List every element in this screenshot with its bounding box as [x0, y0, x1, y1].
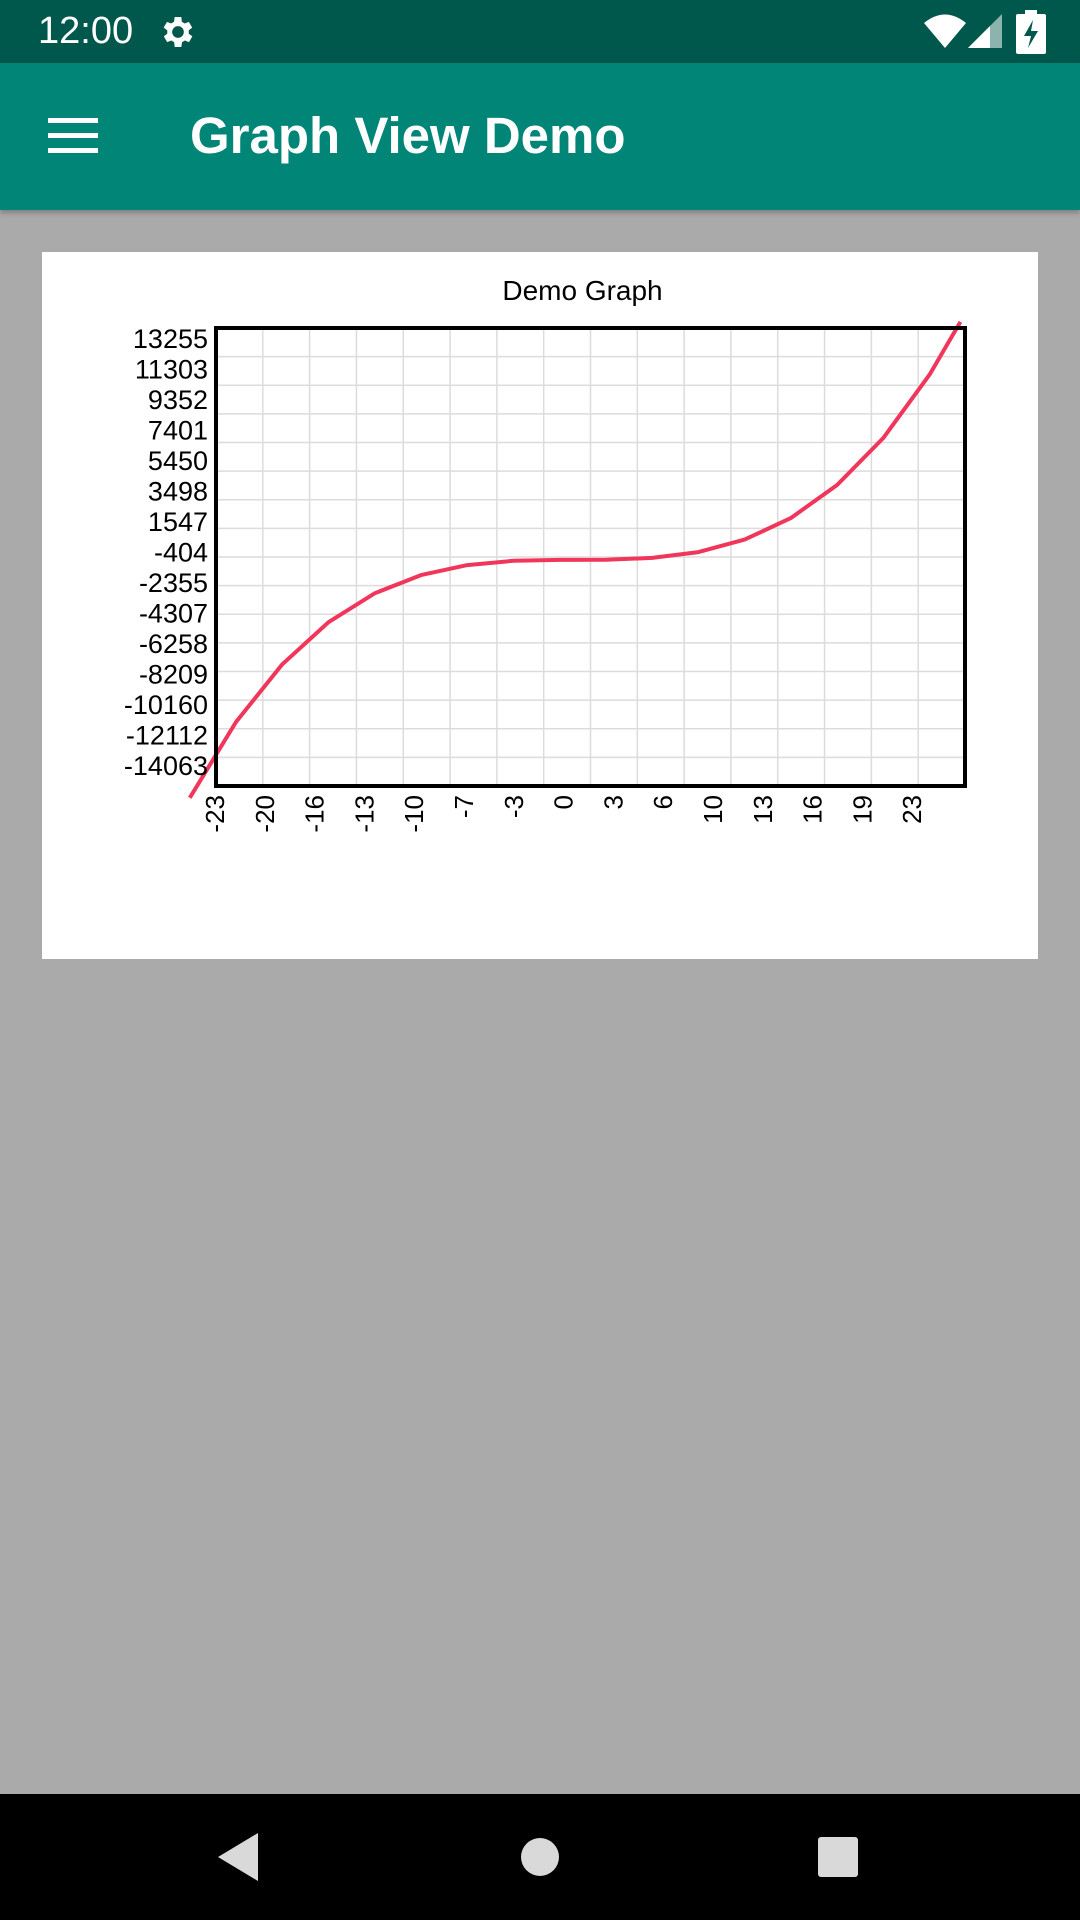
y-tick-label: -12112 [126, 721, 208, 751]
navigation-bar [0, 1794, 1080, 1920]
home-circle-icon[interactable] [510, 1827, 570, 1887]
recents-square-icon[interactable] [808, 1827, 868, 1887]
status-time: 12:00 [38, 10, 134, 52]
x-tick-label: 0 [549, 795, 579, 809]
cell-signal-icon [968, 14, 1002, 48]
y-tick-label: -6258 [139, 629, 208, 659]
back-triangle-icon[interactable] [210, 1827, 270, 1887]
battery-charging-icon [1016, 10, 1046, 54]
x-tick-label: -23 [200, 795, 230, 833]
y-tick-label: 3498 [148, 477, 208, 507]
y-tick-label: 13255 [133, 324, 208, 354]
x-tick-label: -13 [349, 795, 379, 833]
hamburger-menu-icon [48, 118, 98, 153]
y-tick-label: -2355 [139, 568, 208, 598]
status-bar: 12:00 [0, 0, 1080, 63]
grid [216, 328, 965, 786]
series-line [188, 320, 963, 799]
y-tick-label: -8209 [139, 660, 208, 690]
y-tick-label: -404 [154, 538, 208, 568]
app-bar: Graph View Demo [0, 63, 1080, 210]
y-tick-label: 5450 [148, 446, 208, 476]
app-title: Graph View Demo [190, 107, 626, 164]
series-layer [188, 320, 963, 799]
y-tick-label: -10160 [124, 690, 208, 720]
plot-frame [214, 326, 967, 788]
x-tick-label: 23 [897, 795, 927, 824]
gear-icon [163, 17, 193, 47]
x-tick-label: -3 [499, 795, 529, 818]
x-tick-label: 19 [847, 795, 877, 824]
x-tick-label: 3 [598, 795, 628, 809]
x-tick-label: 13 [748, 795, 778, 824]
chart-title: Demo Graph [502, 275, 662, 306]
y-tick-label: 1547 [148, 507, 208, 537]
y-tick-label: -14063 [124, 751, 208, 781]
labels: Demo Graph 132551130393527401545034981547… [124, 275, 927, 833]
y-tick-label: 11303 [135, 355, 208, 385]
y-tick-label: -4307 [139, 599, 208, 629]
x-tick-label: -7 [449, 795, 479, 818]
wifi-icon [924, 14, 966, 48]
x-tick-label: 6 [648, 795, 678, 809]
x-tick-label: 10 [698, 795, 728, 824]
graph-card: Demo Graph 13255 11303 9352 7401 5450 3498 1547… [42, 252, 1038, 959]
y-tick-label: 9352 [148, 385, 208, 415]
x-tick-label: -20 [250, 795, 280, 833]
y-tick-label: 7401 [148, 416, 208, 446]
x-tick-label: 16 [798, 795, 828, 824]
x-tick-label: -16 [300, 795, 330, 833]
menu-button[interactable] [34, 101, 110, 171]
x-tick-label: -10 [399, 795, 429, 833]
graph-view[interactable]: Demo Graph 132551130393527401545034981547… [42, 252, 1038, 959]
